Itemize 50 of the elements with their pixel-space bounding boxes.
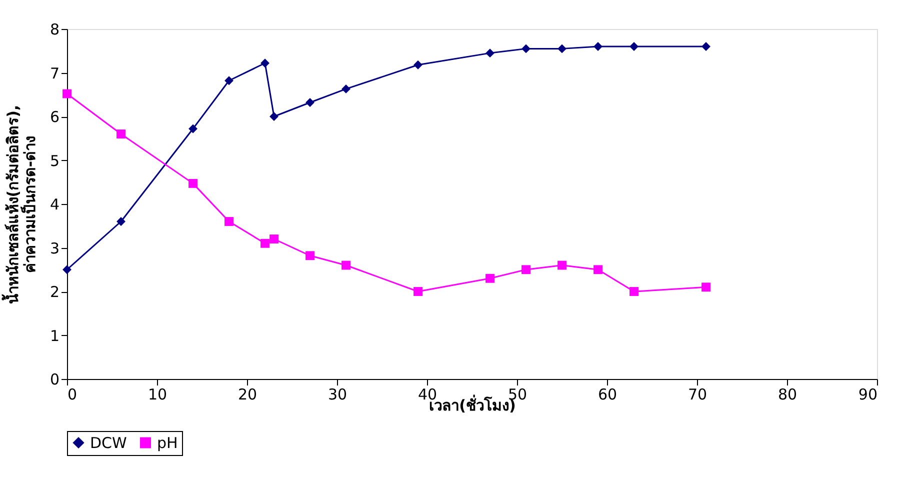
point xyxy=(486,48,494,58)
y-tick-label: 7 xyxy=(50,64,60,82)
point xyxy=(522,44,530,54)
x-tick-label: 0 xyxy=(68,386,78,404)
y-tick-label: 6 xyxy=(50,108,60,126)
point xyxy=(522,265,530,274)
point xyxy=(558,44,566,54)
x-tick-label: 80 xyxy=(778,386,798,404)
point xyxy=(224,76,234,86)
point xyxy=(270,112,278,121)
point xyxy=(62,89,72,98)
point xyxy=(630,287,638,296)
point xyxy=(306,98,314,107)
y-axis-title: น้ำหนักเซลล์แห้ง(กรัมต่อลิตร), ค่าความเป็นกรด-ด่าง xyxy=(0,104,39,304)
point xyxy=(116,130,126,138)
point xyxy=(306,251,314,260)
point xyxy=(414,60,422,70)
x-tick-label: 30 xyxy=(328,386,348,404)
legend-label: pH xyxy=(157,434,178,452)
x-tick-label: 10 xyxy=(148,386,168,404)
point xyxy=(594,265,602,274)
point xyxy=(702,42,710,51)
x-tick-label: 90 xyxy=(858,386,878,404)
y-tick-label: 0 xyxy=(50,370,60,388)
y-tick-label: 3 xyxy=(50,239,60,258)
point xyxy=(188,178,198,188)
point xyxy=(270,234,278,244)
legend-label: DCW xyxy=(90,434,128,452)
point xyxy=(342,84,350,94)
point xyxy=(414,287,422,296)
point xyxy=(260,238,270,248)
point xyxy=(486,274,494,283)
point xyxy=(594,42,602,51)
y-tick-label: 4 xyxy=(50,196,60,214)
point xyxy=(630,42,638,51)
point xyxy=(702,282,710,292)
x-tick-label: 20 xyxy=(238,386,258,404)
x-tick-label: 60 xyxy=(598,386,618,404)
point xyxy=(260,58,270,68)
point xyxy=(188,124,198,134)
point xyxy=(342,260,350,270)
y-tick-label: 1 xyxy=(50,326,60,345)
point xyxy=(224,217,234,226)
point xyxy=(116,217,126,226)
y-tick-label: 8 xyxy=(50,20,60,38)
y-tick-label: 5 xyxy=(50,152,60,170)
y-tick-label: 2 xyxy=(50,283,60,301)
x-tick-label: 70 xyxy=(688,386,708,404)
point xyxy=(62,265,72,274)
point xyxy=(558,260,566,270)
